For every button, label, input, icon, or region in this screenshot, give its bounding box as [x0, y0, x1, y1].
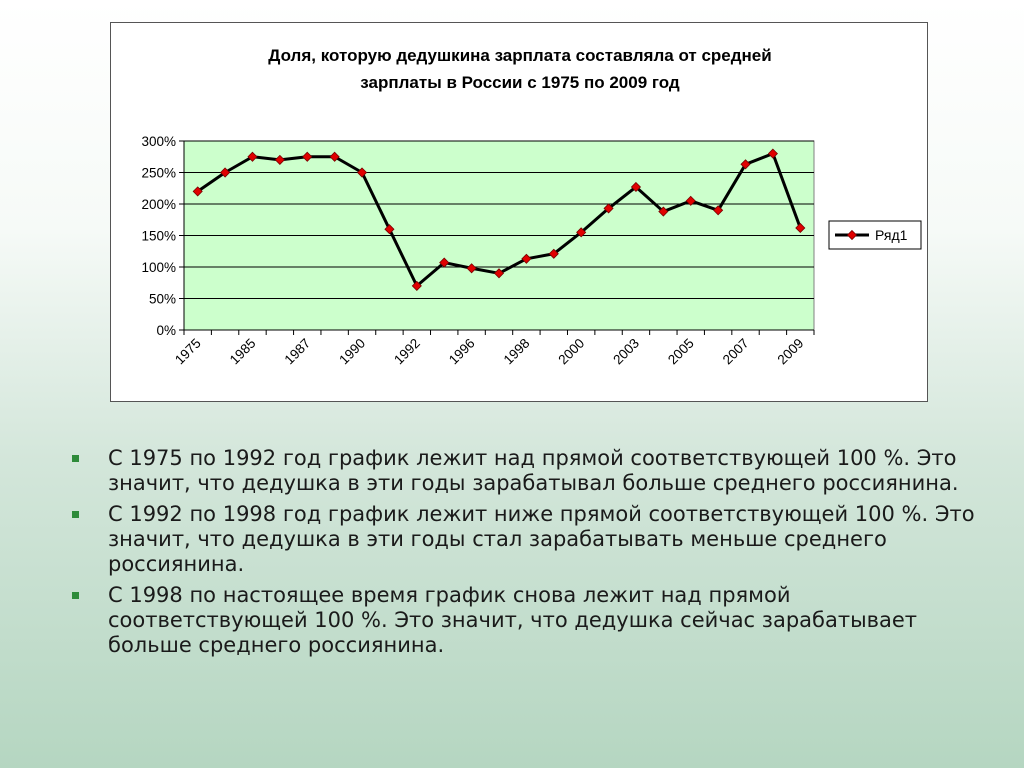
bullet-item: С 1998 по настоящее время график снова л…: [70, 583, 990, 658]
x-tick-label: 2000: [555, 336, 587, 368]
y-tick-label: 50%: [149, 292, 176, 307]
data-point: [521, 253, 532, 264]
x-tick-label: 1990: [336, 336, 368, 368]
data-point: [795, 222, 806, 234]
x-tick-label: 1987: [282, 336, 314, 368]
y-tick-label: 200%: [141, 197, 176, 212]
data-point: [685, 195, 696, 206]
bullet-text: С 1992 по 1998 год график лежит ниже пря…: [108, 502, 975, 576]
bullet-square-icon: [72, 455, 79, 462]
data-point: [329, 151, 340, 162]
x-tick-label: 1975: [172, 336, 204, 368]
bullet-square-icon: [72, 592, 79, 599]
data-point: [274, 154, 285, 165]
data-point: [630, 181, 642, 193]
chart-svg: Доля, которую дедушкина зарплата составл…: [141, 46, 922, 368]
data-point: [302, 151, 313, 162]
chart-title-line-1: Доля, которую дедушкина зарплата составл…: [268, 46, 771, 65]
x-tick-label: 1992: [391, 336, 423, 368]
chart-title-line-2: зарплаты в России с 1975 по 2009 год: [360, 73, 680, 92]
bullet-square-icon: [72, 511, 79, 518]
y-tick-label: 100%: [141, 260, 176, 275]
data-point: [247, 151, 258, 162]
legend-marker: [846, 229, 858, 241]
x-tick-label: 2009: [775, 336, 807, 368]
x-tick-label: 1996: [446, 336, 478, 368]
y-tick-label: 0%: [156, 323, 176, 338]
data-point: [576, 227, 587, 238]
data-point: [439, 257, 450, 268]
bullet-item: С 1992 по 1998 год график лежит ниже пря…: [70, 502, 990, 577]
data-point: [192, 186, 203, 197]
x-tick-label: 1998: [501, 336, 533, 368]
data-point: [220, 167, 231, 178]
data-point: [603, 203, 614, 214]
x-tick-label: 2007: [720, 336, 752, 368]
legend-label: Ряд1: [875, 227, 908, 243]
data-point: [548, 248, 559, 259]
data-point: [713, 205, 724, 216]
data-point: [466, 263, 477, 274]
chart-frame: Доля, которую дедушкина зарплата составл…: [110, 22, 928, 402]
data-point: [411, 280, 422, 291]
y-tick-label: 300%: [141, 134, 176, 149]
bullet-list: С 1975 по 1992 год график лежит над прям…: [70, 446, 990, 664]
data-point: [493, 268, 505, 279]
y-tick-label: 150%: [141, 229, 176, 244]
bullet-text: С 1998 по настоящее время график снова л…: [108, 583, 918, 657]
data-point: [658, 206, 669, 217]
x-tick-label: 2005: [665, 336, 697, 368]
data-point: [384, 224, 395, 235]
data-point: [356, 167, 368, 178]
x-tick-label: 1985: [227, 336, 259, 368]
bullet-item: С 1975 по 1992 год график лежит над прям…: [70, 446, 990, 496]
data-point: [767, 148, 778, 159]
x-tick-label: 2003: [610, 336, 642, 368]
bullet-text: С 1975 по 1992 год график лежит над прям…: [108, 446, 959, 495]
y-tick-label: 250%: [141, 166, 176, 181]
data-point: [740, 159, 751, 170]
